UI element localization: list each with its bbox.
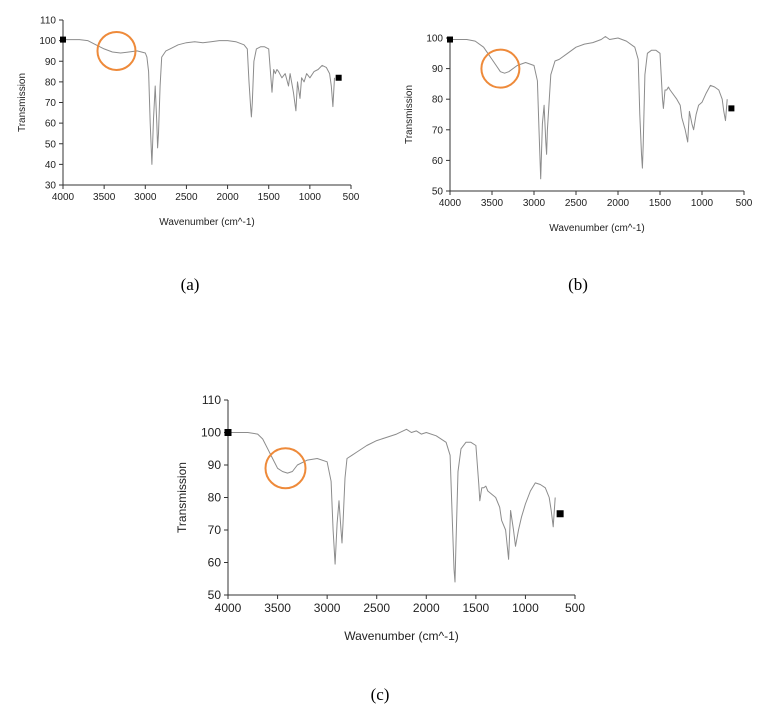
x-tick-label: 2000 xyxy=(216,192,239,203)
panel-label-c: (c) xyxy=(371,685,390,704)
x-tick-label: 3500 xyxy=(264,601,291,615)
x-tick-label: 2500 xyxy=(363,601,390,615)
y-tick-label: 70 xyxy=(432,125,444,136)
x-tick-label: 3500 xyxy=(481,198,504,209)
y-tick-label: 110 xyxy=(40,16,56,27)
x-tick-label: 2000 xyxy=(413,601,440,615)
y-tick-label: 50 xyxy=(208,588,222,602)
x-tick-label: 2000 xyxy=(607,198,630,209)
y-axis-label: Transmission xyxy=(404,85,415,144)
y-tick-label: 50 xyxy=(432,187,444,198)
y-tick-label: 70 xyxy=(208,523,222,537)
x-tick-label: 500 xyxy=(736,198,753,209)
x-tick-label: 1500 xyxy=(463,601,490,615)
x-tick-label: 4000 xyxy=(52,192,75,203)
y-tick-label: 80 xyxy=(208,491,222,505)
y-tick-label: 90 xyxy=(432,64,444,75)
x-tick-label: 3000 xyxy=(134,192,157,203)
panel-a: 4000 3500 3000 2500 2000 1500 1000 500 30 40 50 60 7… xyxy=(17,16,360,229)
y-tick-label: 100 xyxy=(201,426,221,440)
y-tick-label: 80 xyxy=(432,95,444,106)
y-tick-label: 110 xyxy=(202,393,221,407)
spectrum-line xyxy=(228,428,556,583)
y-tick-label: 90 xyxy=(208,458,222,472)
panel-c: 4000 3500 3000 2500 2000 1500 1000 500 50 60 70 80 9… xyxy=(175,393,585,643)
y-tick-label: 100 xyxy=(39,36,56,47)
x-tick-label: 3000 xyxy=(523,198,546,209)
x-tick-label: 3500 xyxy=(93,192,116,203)
x-tick-label: 3000 xyxy=(314,601,341,615)
square-marker xyxy=(60,36,66,43)
y-tick-label: 50 xyxy=(45,139,57,150)
x-axis-label: Wavenumber (cm^-1) xyxy=(344,629,459,643)
y-tick-label: 60 xyxy=(432,156,444,167)
square-marker xyxy=(728,105,735,112)
spectrum-line xyxy=(450,36,728,180)
x-tick-label: 4000 xyxy=(439,198,462,209)
square-marker xyxy=(447,36,453,43)
x-tick-label: 1000 xyxy=(691,198,714,209)
x-tick-label: 1500 xyxy=(649,198,672,209)
spectrum-line xyxy=(63,39,335,165)
square-marker xyxy=(224,429,232,436)
x-tick-label: 500 xyxy=(565,601,585,615)
y-tick-label: 30 xyxy=(45,181,57,192)
x-axis-label: Wavenumber (cm^-1) xyxy=(159,217,254,228)
panel-label-b: (b) xyxy=(568,275,588,294)
panel-b: 4000 3500 3000 2500 2000 1500 1000 500 50 60 70 80 9… xyxy=(404,34,753,235)
x-tick-label: 1000 xyxy=(512,601,539,615)
y-tick-label: 60 xyxy=(45,119,57,130)
y-tick-label: 80 xyxy=(45,77,57,88)
panel-label-a: (a) xyxy=(181,275,200,294)
y-tick-label: 70 xyxy=(45,98,57,109)
y-axis-label: Transmission xyxy=(175,462,189,533)
highlight-circle xyxy=(96,30,137,71)
y-tick-label: 40 xyxy=(45,160,57,171)
x-tick-label: 4000 xyxy=(215,601,242,615)
y-axis-label: Transmission xyxy=(17,73,28,132)
square-marker xyxy=(556,510,564,518)
x-tick-label: 2500 xyxy=(565,198,588,209)
y-tick-label: 60 xyxy=(208,556,222,570)
y-tick-label: 90 xyxy=(45,57,57,68)
x-tick-label: 1000 xyxy=(299,192,322,203)
square-marker xyxy=(335,74,342,81)
x-tick-label: 2500 xyxy=(175,192,198,203)
x-axis-label: Wavenumber (cm^-1) xyxy=(549,223,644,234)
y-tick-label: 100 xyxy=(426,34,443,45)
highlight-circle xyxy=(480,48,521,89)
highlight-circle xyxy=(264,447,307,490)
x-tick-label: 500 xyxy=(343,192,360,203)
x-tick-label: 1500 xyxy=(258,192,281,203)
